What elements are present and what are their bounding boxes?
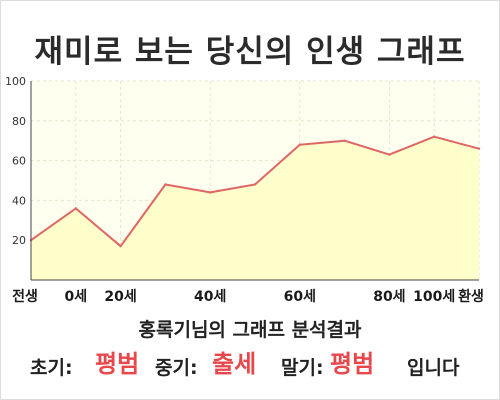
data-point-0세 [74, 207, 78, 210]
data-point-80세 [388, 153, 391, 156]
analysis-caption: 홍록기님의 그래프 분석결과 [138, 319, 362, 341]
area-fill [31, 136, 479, 280]
data-point-30세 [164, 183, 167, 186]
data-point-환생 [477, 147, 481, 150]
mid-value: 출세 [212, 350, 257, 378]
y-tick-label: 100 [5, 75, 26, 88]
analysis-summary: 초기: 평범 중기: 출세 말기: 평범 입니다 [0, 345, 500, 385]
y-tick-label: 20 [12, 234, 26, 247]
x-tick-label: 40세 [194, 289, 226, 305]
y-tick-labels: 20 40 60 80 100 [5, 75, 26, 247]
x-tick-label: 80세 [373, 289, 405, 305]
late-label: 말기: [281, 357, 324, 379]
data-point-60세 [298, 143, 301, 146]
x-tick-label: 60세 [284, 289, 316, 305]
x-tick-label: 100세 [413, 289, 455, 305]
data-points [29, 135, 481, 248]
late-value: 평범 [330, 350, 375, 378]
x-tick-label: 20세 [104, 289, 136, 305]
mid-label: 중기: [155, 357, 198, 379]
data-point-50세 [253, 183, 257, 186]
y-tick-label: 40 [12, 194, 26, 207]
chart-title: 재미로 보는 당신의 인생 그래프 [34, 34, 466, 70]
y-tick-label: 60 [12, 155, 26, 168]
x-tick-labels: 전생 0세 20세 40세 60세 80세 100세 환생 [12, 288, 484, 305]
early-value: 평범 [95, 350, 140, 378]
x-tick-label: 전생 [12, 288, 38, 305]
x-tick-label: 환생 [458, 288, 484, 305]
data-point-20세 [119, 244, 122, 248]
summary-ending: 입니다 [407, 357, 460, 379]
data-point-70세 [343, 139, 346, 142]
data-point-100세 [433, 135, 436, 138]
x-tick-label: 0세 [64, 289, 87, 305]
early-label: 초기: [30, 357, 73, 379]
y-tick-label: 80 [12, 115, 26, 128]
data-point-40세 [209, 191, 212, 194]
